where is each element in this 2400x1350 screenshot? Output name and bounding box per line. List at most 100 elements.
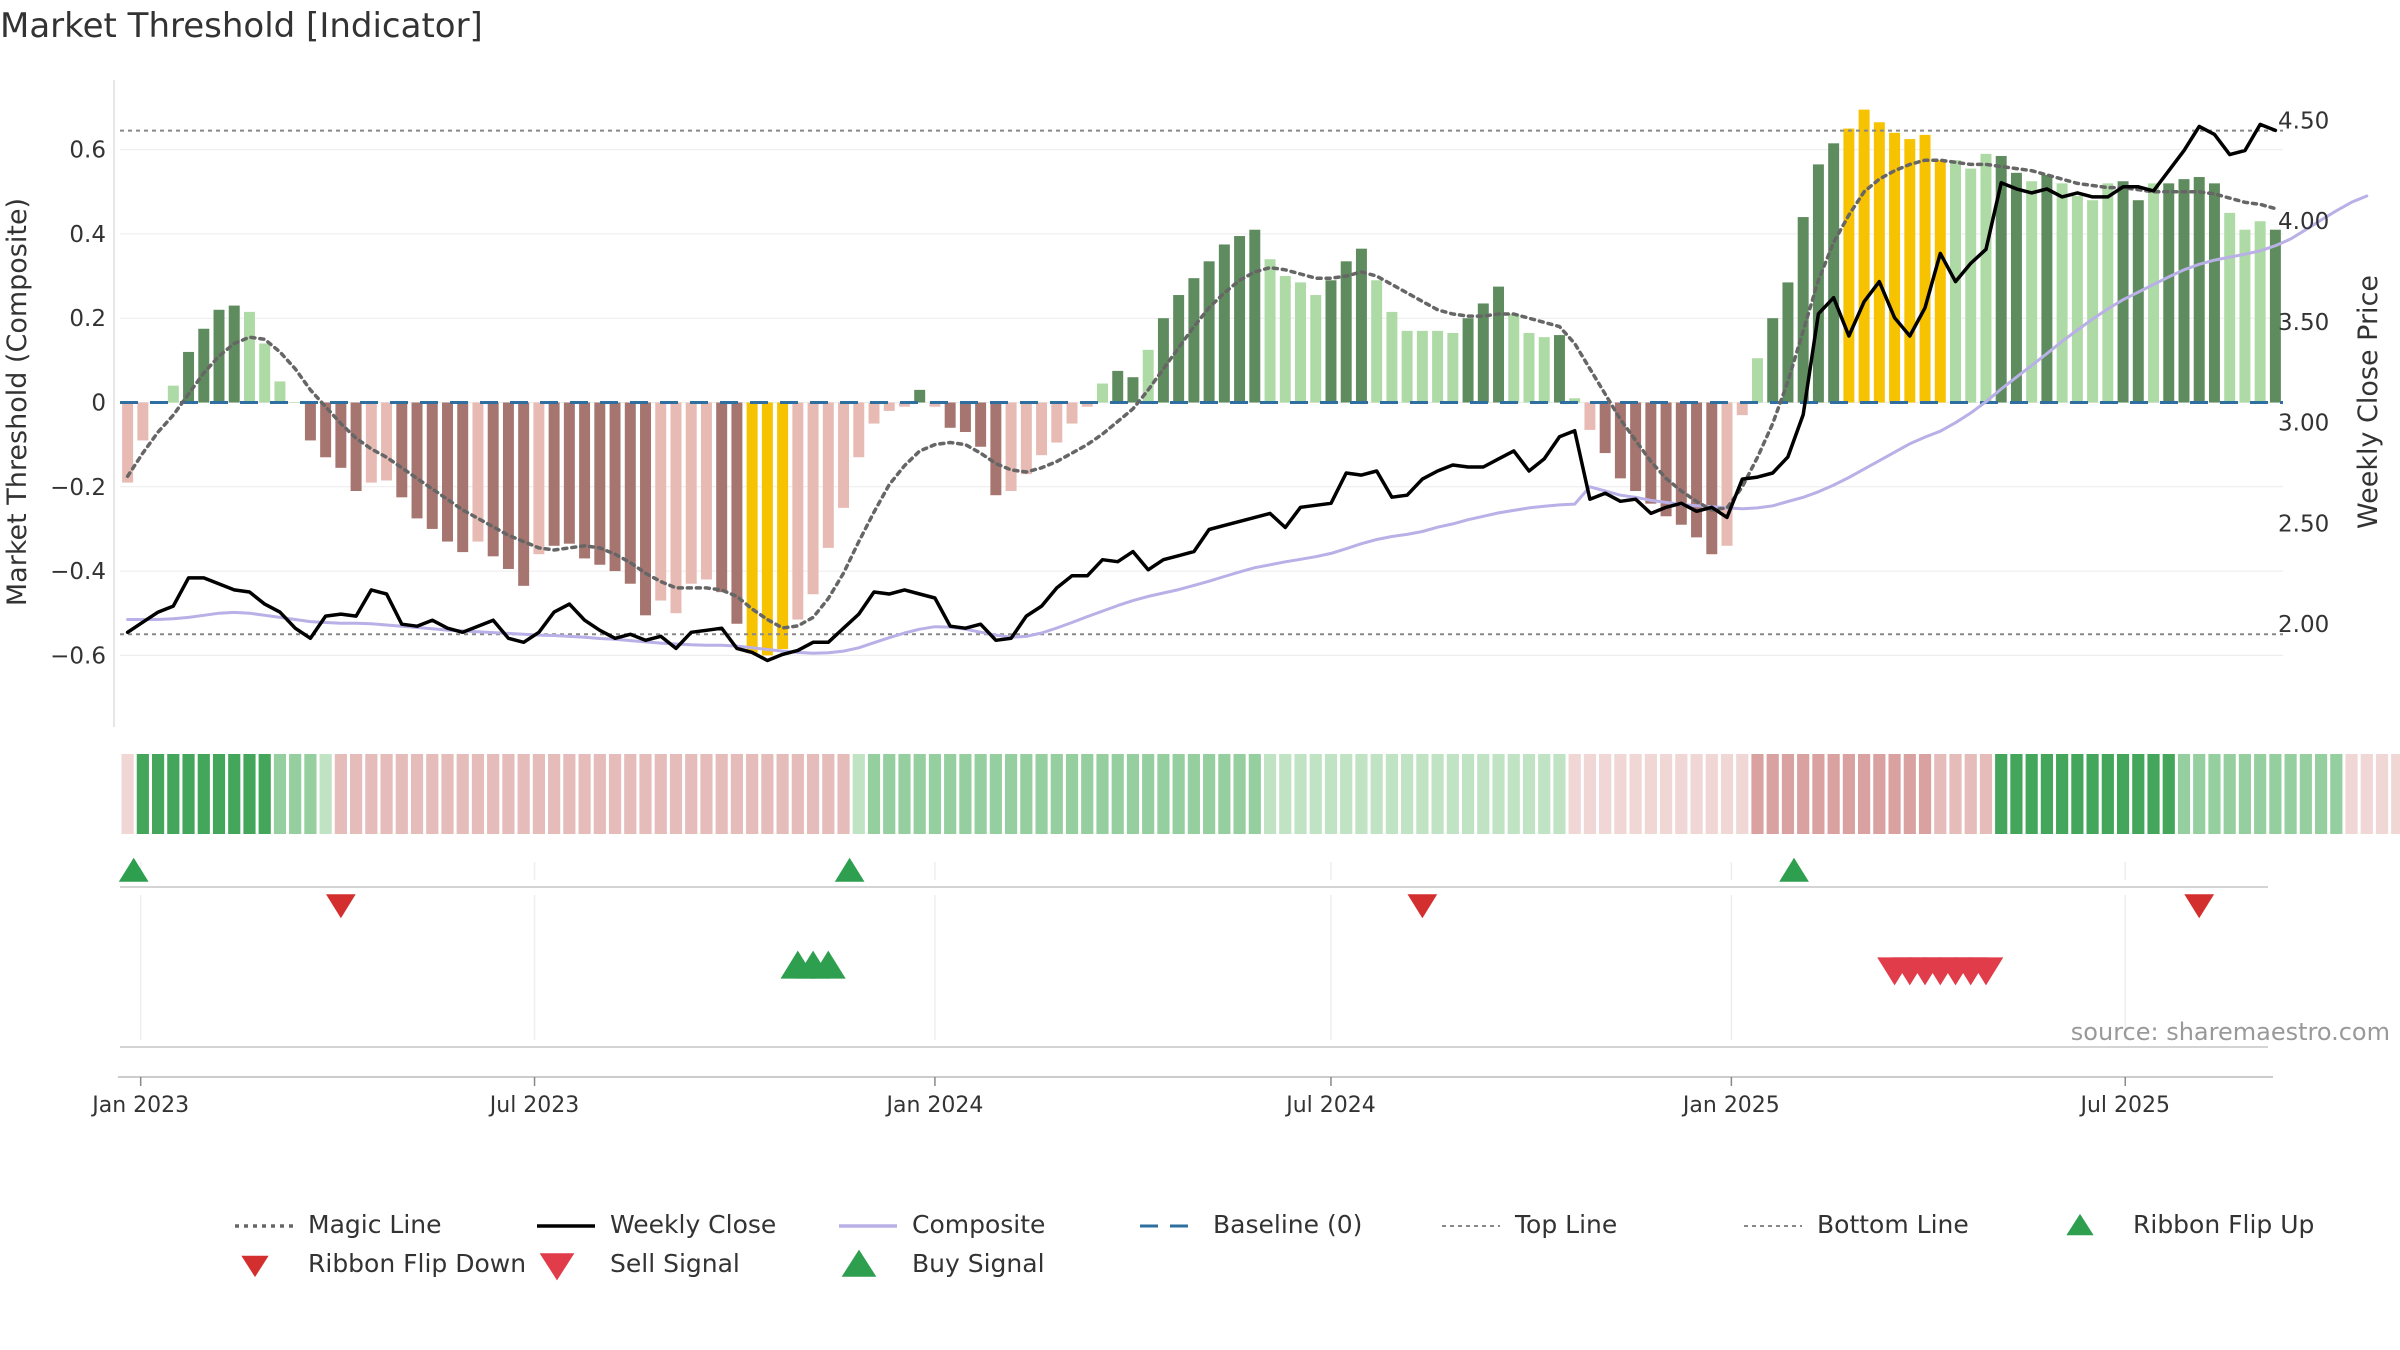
bar	[1218, 244, 1230, 403]
ribbon-segment	[228, 754, 241, 834]
legend-label-ribbon-flip-down: Ribbon Flip Down	[308, 1249, 527, 1278]
bar	[1843, 128, 1855, 403]
ribbon-segment	[136, 754, 149, 834]
ribbon-segment	[2193, 754, 2206, 834]
ribbon-segment	[1309, 754, 1322, 834]
y-right-tick-label: 2.00	[2278, 612, 2329, 638]
bar	[1386, 311, 1398, 403]
ribbon-segment	[1081, 754, 1094, 834]
ribbon-segment	[989, 754, 1002, 834]
ribbon-segment	[258, 754, 271, 834]
ribbon-flip-up-marker	[118, 857, 149, 882]
x-tick-label: Jan 2024	[884, 1093, 983, 1118]
ribbon-segment	[776, 754, 789, 834]
ribbon-segment	[1370, 754, 1383, 834]
ribbon-segment	[2330, 754, 2343, 834]
ribbon-segment	[1842, 754, 1855, 834]
bar	[1904, 139, 1916, 403]
ribbon-segment	[1568, 754, 1581, 834]
bar	[1340, 261, 1352, 403]
axes: 0.6 0.4 0.2 0 −0.2 −0.4 −0.6 4.50 4.00 3.50 3.00 2.…	[2, 80, 2384, 727]
bar	[1432, 330, 1444, 403]
ribbon-segment	[1142, 754, 1155, 834]
bar	[350, 402, 362, 491]
ribbon-segment	[1934, 754, 1947, 834]
bar	[274, 381, 286, 403]
ribbon-segment	[867, 754, 881, 834]
ribbon-flip-down-marker	[1407, 894, 1438, 919]
bar	[2056, 183, 2068, 403]
ribbon-segment	[1020, 754, 1033, 834]
bar	[898, 402, 910, 407]
legend-label-ribbon-flip-up: Ribbon Flip Up	[2133, 1210, 2315, 1239]
ribbon-segment	[1995, 754, 2008, 834]
ribbon-segment	[1401, 754, 1414, 834]
ribbon-segment	[1050, 754, 1063, 834]
ribbon-segment	[121, 754, 134, 834]
ribbon-segment	[2223, 754, 2236, 834]
bar	[2254, 221, 2266, 403]
ribbon-segment	[548, 754, 561, 834]
ribbon-segment	[1111, 754, 1124, 834]
ribbon-segment	[289, 754, 302, 834]
bar	[777, 402, 789, 650]
y-left-tick-label: 0.4	[69, 222, 106, 248]
ribbon-segment	[1355, 754, 1368, 834]
bar	[1020, 402, 1032, 475]
x-tick-label: Jan 2023	[90, 1093, 189, 1118]
ribbon-segment	[2360, 754, 2373, 834]
y-right-tick-label: 4.00	[2278, 209, 2329, 235]
ribbon-segment	[1553, 754, 1566, 834]
bar	[655, 402, 667, 601]
bar	[1477, 303, 1489, 403]
legend-label-buy-signal: Buy Signal	[912, 1249, 1045, 1278]
bar	[304, 402, 316, 441]
ribbon-segment	[928, 754, 942, 834]
bar	[365, 402, 377, 483]
ribbon-segment	[2375, 754, 2389, 834]
ribbon-segment	[517, 754, 530, 834]
bar	[1279, 276, 1291, 403]
bar	[533, 402, 545, 555]
ribbon-segment	[410, 754, 424, 834]
bar	[426, 402, 438, 529]
ribbon-segment	[273, 754, 287, 834]
ribbon-segment	[761, 754, 774, 834]
y-left-tick-label: −0.2	[50, 475, 106, 501]
ribbon-segment	[2208, 754, 2221, 834]
ribbon-segment	[2147, 754, 2160, 834]
x-tick-label: Jul 2023	[488, 1093, 580, 1118]
ribbon-segment	[1888, 754, 1901, 834]
bar	[335, 402, 347, 468]
ribbon-segment	[1781, 754, 1795, 834]
ribbon-segment	[959, 754, 972, 834]
ribbon-segment	[578, 754, 591, 834]
bar	[2102, 183, 2114, 403]
ribbon-segment	[304, 754, 317, 834]
bar	[1112, 370, 1124, 403]
legend-label-magic-line: Magic Line	[308, 1210, 442, 1239]
ribbon-segment	[1248, 754, 1261, 834]
x-tick-label: Jan 2025	[1681, 1093, 1780, 1118]
ribbon-segment	[1690, 754, 1703, 834]
ribbon-segment	[730, 754, 744, 834]
ribbon-segment	[1157, 754, 1170, 834]
bar	[1645, 402, 1657, 504]
ribbon-segment	[1736, 754, 1749, 834]
bar	[502, 402, 514, 569]
bar	[1310, 295, 1322, 403]
bar	[1493, 286, 1505, 403]
ribbon-segment	[1218, 754, 1231, 834]
ribbon-segment	[243, 754, 256, 834]
ribbon-segment	[334, 754, 347, 834]
ribbon-segment	[319, 754, 332, 834]
ribbon-segment	[1492, 754, 1505, 834]
bar	[838, 402, 850, 508]
ribbon-segment	[2040, 754, 2053, 834]
bar	[396, 402, 408, 498]
ribbon-segment	[1461, 754, 1475, 834]
ribbon-segment	[532, 754, 545, 834]
ribbon-segment	[182, 754, 195, 834]
bar	[1249, 229, 1261, 403]
bar	[807, 402, 819, 595]
